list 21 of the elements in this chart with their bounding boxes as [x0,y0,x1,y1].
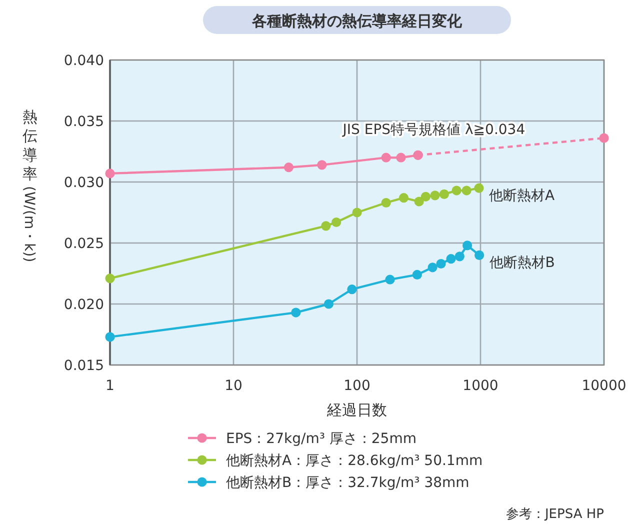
x-tick-label: 1 [106,378,114,394]
y-tick-label: 0.035 [64,114,104,130]
x-tick-label: 10000 [582,378,626,394]
chart-title: 各種断熱材の熱伝導率経日変化 [251,12,463,30]
annotation: 他断熱材B [489,255,555,272]
x-tick-label: 100 [344,378,370,394]
y-tick-label: 0.030 [64,175,104,191]
y-axis-title: 熱伝導率(W/(m・k)) [21,108,38,262]
legend-label: EPS：27kg/m³ 厚さ：25mm [226,431,416,447]
x-tick-label: 10 [224,378,242,394]
y-tick-label: 0.025 [64,236,104,252]
text: 参考：JEPSA HP [506,507,604,522]
legend-label: 他断熱材B：厚さ：32.7kg/m³ 38mm [226,475,470,491]
y-tick-label: 0.015 [64,358,104,374]
legend-label: 他断熱材A：厚さ：28.6kg/m³ 50.1mm [226,453,483,469]
x-axis-title: 経過日数 [326,401,387,419]
x-tick-label: 1000 [462,378,498,394]
y-tick-label: 0.020 [64,297,104,313]
y-tick-label: 0.040 [64,53,104,69]
annotation: 他断熱材A [488,188,555,204]
annotation: JIS EPS特号規格値 λ≧0.034 [342,122,526,138]
